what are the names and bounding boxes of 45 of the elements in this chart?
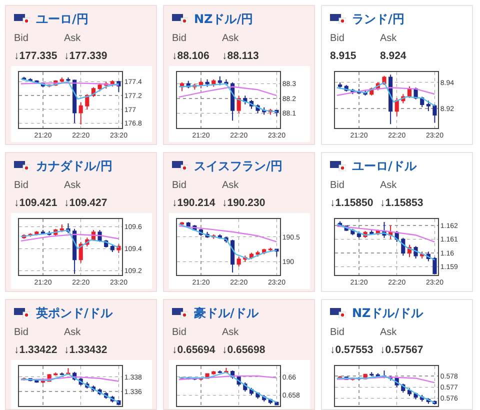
text: Ask <box>64 180 81 191</box>
text: ↓177.335 <box>14 50 58 62</box>
text: Ask <box>64 327 81 338</box>
text: ↓0.65694 <box>172 344 216 356</box>
chart-title: カナダドル/円 <box>36 158 112 175</box>
chart-title: ユーロ/ドル <box>352 158 416 175</box>
text: Ask <box>380 180 397 191</box>
chart-title: 豪ドル/ドル <box>194 305 258 322</box>
text: ↓0.57567 <box>380 344 424 356</box>
text: Ask <box>380 33 397 44</box>
text: ↓190.230 <box>222 197 266 209</box>
text: ↓1.33422 <box>14 344 58 356</box>
chart-title: NZドル/円 <box>194 11 254 28</box>
text: Bid <box>172 180 186 191</box>
text: ↓0.65698 <box>222 344 266 356</box>
text: Bid <box>172 33 186 44</box>
text: ↓1.33432 <box>64 344 108 356</box>
text: Ask <box>222 33 239 44</box>
text: Bid <box>14 33 28 44</box>
text: ↓1.15853 <box>380 197 424 209</box>
chart-title: ユーロ/円 <box>36 11 88 28</box>
text: Ask <box>380 327 397 338</box>
text: ↓1.15850 <box>330 197 374 209</box>
text: Ask <box>64 33 81 44</box>
text: Ask <box>222 327 239 338</box>
chart-title: ランド/円 <box>352 11 404 28</box>
text: Bid <box>330 327 344 338</box>
text: ↓190.214 <box>172 197 216 209</box>
chart-title: スイスフラン/円 <box>194 158 282 175</box>
chart-title: NZドル/ドル <box>352 305 424 322</box>
text: ↓0.57553 <box>330 344 374 356</box>
text: ↓109.427 <box>64 197 108 209</box>
text: 8.924 <box>380 50 406 62</box>
chart-title: 英ポンド/ドル <box>36 305 112 322</box>
text: ↓88.106 <box>172 50 210 62</box>
text: Bid <box>14 180 28 191</box>
text: ↓177.339 <box>64 50 108 62</box>
text: Bid <box>172 327 186 338</box>
text: ↓88.113 <box>222 50 259 62</box>
text: Bid <box>330 33 344 44</box>
text: 8.915 <box>330 50 356 62</box>
text: ↓109.421 <box>14 197 58 209</box>
text: Bid <box>14 327 28 338</box>
text: Bid <box>330 180 344 191</box>
text: Ask <box>222 180 239 191</box>
